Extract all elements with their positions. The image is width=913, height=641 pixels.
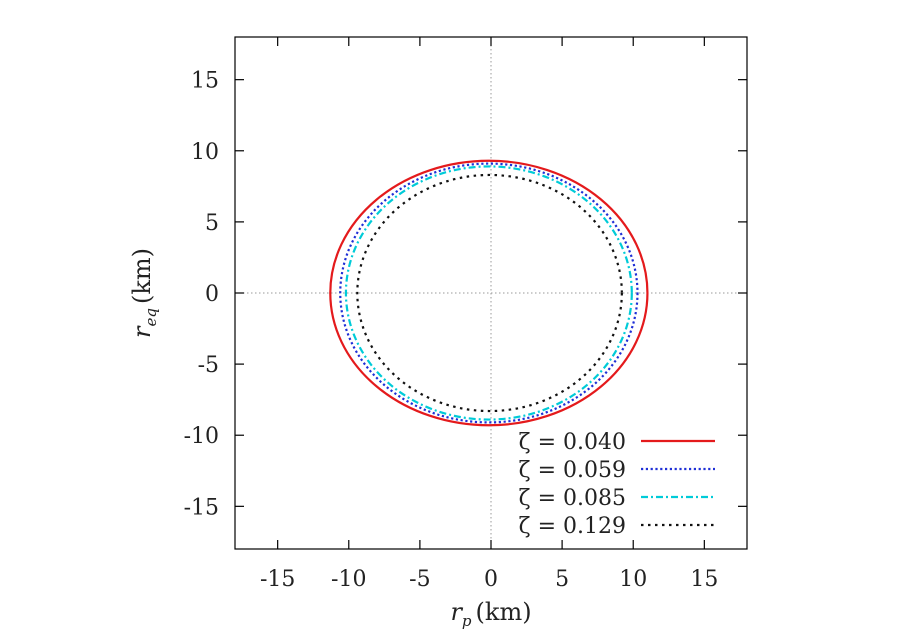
zero-lines: [235, 37, 747, 549]
series-curve-1: [339, 162, 639, 424]
legend-label: ζ = 0.040: [519, 430, 626, 455]
y-axis-label-sub: eq: [142, 308, 160, 326]
x-tick-label: 15: [690, 567, 718, 592]
series-layer: [329, 159, 649, 427]
legend: ζ = 0.040 ζ = 0.059 ζ = 0.085 ζ = 0.129: [519, 430, 715, 539]
x-tick-label: -10: [331, 567, 366, 592]
x-tick-label: 10: [619, 567, 647, 592]
x-tick-label: 5: [555, 567, 569, 592]
series-curve-0: [329, 159, 649, 427]
y-tick-label: 5: [205, 211, 219, 236]
y-tick-label: 0: [205, 282, 219, 307]
series-curve-3: [356, 173, 623, 413]
y-tick-label: -15: [184, 495, 219, 520]
y-axis-label-unit: (km): [128, 248, 156, 304]
x-tick-label: 0: [484, 567, 498, 592]
x-axis-label-unit: (km): [476, 598, 532, 626]
x-tick-label: -15: [260, 567, 295, 592]
series-curve-2: [344, 165, 633, 421]
y-axis-label-main: r: [128, 325, 156, 338]
x-tick-label: -5: [409, 567, 430, 592]
x-axis-label: rp (km): [450, 598, 531, 630]
legend-label: ζ = 0.059: [519, 458, 626, 483]
y-tick-label: 10: [191, 140, 219, 165]
y-tick-label: -5: [198, 353, 219, 378]
ticks: -15 -10 -5 0 5 10 15 15 10 5 0 -5 -10 -15: [184, 37, 747, 592]
y-tick-label: 15: [191, 69, 219, 94]
legend-label: ζ = 0.085: [519, 486, 626, 511]
x-axis-label-sub: p: [462, 612, 472, 630]
legend-label: ζ = 0.129: [519, 514, 626, 539]
y-axis-label: req (km): [128, 248, 160, 338]
y-tick-label: -10: [184, 424, 219, 449]
x-axis-label-main: r: [450, 598, 463, 626]
